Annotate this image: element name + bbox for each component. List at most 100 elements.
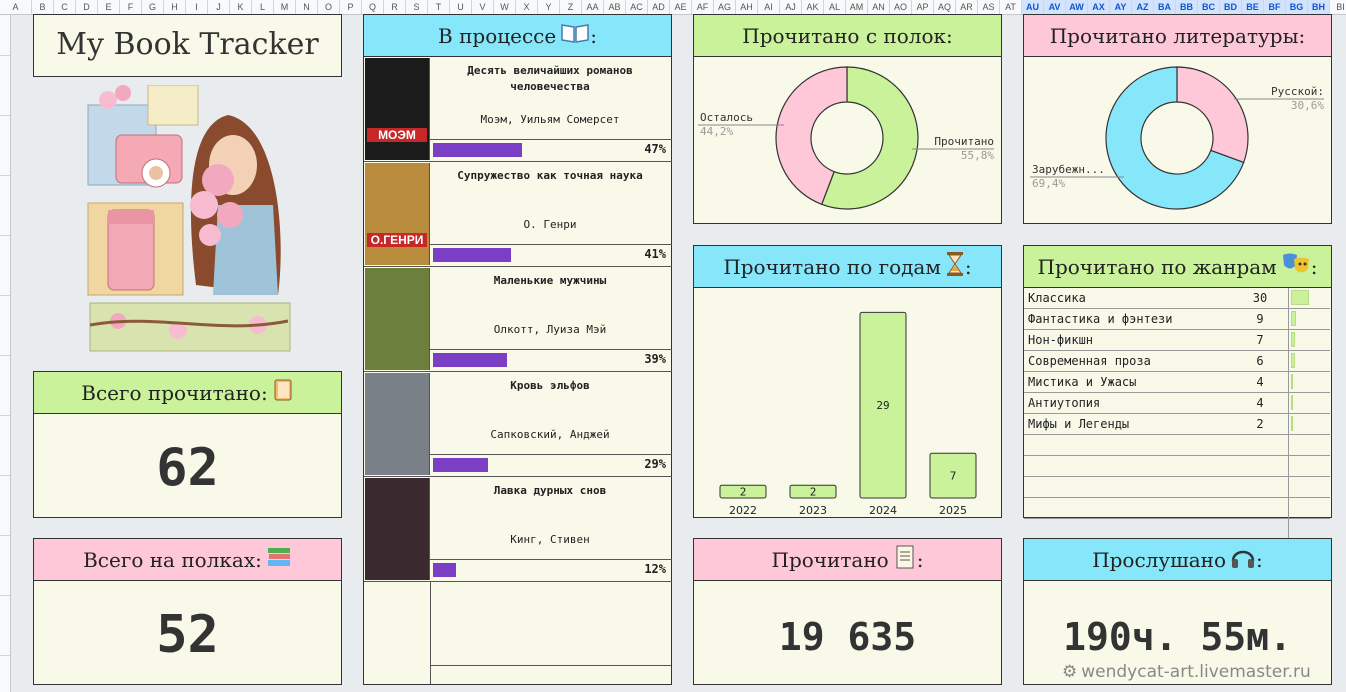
column-header-bg[interactable]: BG [1286, 0, 1308, 14]
column-header-m[interactable]: M [274, 0, 296, 14]
book-title: Кровь эльфов [510, 379, 590, 392]
donut-slice-0[interactable] [1176, 66, 1249, 164]
genre-empty-row[interactable] [1024, 519, 1330, 540]
genre-row[interactable]: Современная проза 6 [1024, 351, 1330, 372]
column-header-al[interactable]: AL [824, 0, 846, 14]
column-header-ad[interactable]: AD [648, 0, 670, 14]
column-header-ap[interactable]: AP [912, 0, 934, 14]
genre-empty-row[interactable] [1024, 435, 1330, 456]
listened-label: Прослушано [1092, 547, 1227, 572]
genre-empty-row[interactable] [1024, 498, 1330, 519]
column-header-g[interactable]: G [142, 0, 164, 14]
column-header-b[interactable]: B [32, 0, 54, 14]
column-header-o[interactable]: O [318, 0, 340, 14]
column-header-ah[interactable]: AH [736, 0, 758, 14]
genre-bar [1291, 290, 1309, 305]
column-header-y[interactable]: Y [538, 0, 560, 14]
genre-empty-row[interactable] [1024, 456, 1330, 477]
column-header-n[interactable]: N [296, 0, 318, 14]
donut-slice-1[interactable] [1105, 66, 1245, 210]
genre-bar [1291, 332, 1295, 347]
book-row[interactable]: Маленькие мужчины Олкотт, Луиза Мэй 39% [364, 267, 672, 372]
column-header-bi[interactable]: BI [1330, 0, 1346, 14]
column-header-ai[interactable]: AI [758, 0, 780, 14]
column-header-az[interactable]: AZ [1132, 0, 1154, 14]
column-header-z[interactable]: Z [560, 0, 582, 14]
column-header-d[interactable]: D [76, 0, 98, 14]
genre-name: Современная проза [1028, 354, 1151, 368]
book-cover-image: МОЭМ [365, 58, 430, 160]
year-bar[interactable] [859, 311, 907, 499]
column-header-i[interactable]: I [186, 0, 208, 14]
column-header-ae[interactable]: AE [670, 0, 692, 14]
column-header-ax[interactable]: AX [1088, 0, 1110, 14]
column-header-u[interactable]: U [450, 0, 472, 14]
column-header-ba[interactable]: BA [1154, 0, 1176, 14]
column-header-bc[interactable]: BC [1198, 0, 1220, 14]
column-header-e[interactable]: E [98, 0, 120, 14]
genre-row[interactable]: Мистика и Ужасы 4 [1024, 372, 1330, 393]
column-header-bh[interactable]: BH [1308, 0, 1330, 14]
total-shelves-value: 52 [156, 605, 219, 665]
column-header-as[interactable]: AS [978, 0, 1000, 14]
year-bar[interactable] [719, 484, 767, 499]
column-header-aq[interactable]: AQ [934, 0, 956, 14]
column-header-bf[interactable]: BF [1264, 0, 1286, 14]
donut-slice-1[interactable] [775, 66, 848, 206]
book-row[interactable]: О.ГЕНРИ Супружество как точная наука О. Ге… [364, 162, 672, 267]
column-header-ab[interactable]: AB [604, 0, 626, 14]
genre-row[interactable]: Нон-фикшн 7 [1024, 330, 1330, 351]
column-header-ay[interactable]: AY [1110, 0, 1132, 14]
book-row[interactable]: Кровь эльфов Сапковский, Анджей 29% [364, 372, 672, 477]
column-header-be[interactable]: BE [1242, 0, 1264, 14]
pages-read-label: Прочитано [771, 547, 889, 572]
book-row[interactable]: МОЭМ Десять величайших романов человечест… [364, 57, 672, 162]
column-header-bd[interactable]: BD [1220, 0, 1242, 14]
genre-name: Антиутопия [1028, 396, 1101, 410]
genre-row[interactable]: Антиутопия 4 [1024, 393, 1330, 414]
column-header-bb[interactable]: BB [1176, 0, 1198, 14]
pages-read-value: 19 635 [778, 615, 917, 659]
column-header-at[interactable]: AT [1000, 0, 1022, 14]
column-header-v[interactable]: V [472, 0, 494, 14]
year-tick-label: 2022 [729, 504, 757, 517]
column-header-c[interactable]: C [54, 0, 76, 14]
column-header-l[interactable]: L [252, 0, 274, 14]
genre-row[interactable]: Фантастика и фэнтези 9 [1024, 309, 1330, 330]
column-header-av[interactable]: AV [1044, 0, 1066, 14]
column-header-t[interactable]: T [428, 0, 450, 14]
column-header-ao[interactable]: AO [890, 0, 912, 14]
genre-count: 2 [1256, 417, 1264, 431]
column-header-p[interactable]: P [340, 0, 362, 14]
donut-slice-0[interactable] [820, 66, 919, 210]
column-header-an[interactable]: AN [868, 0, 890, 14]
column-header-r[interactable]: R [384, 0, 406, 14]
column-header-f[interactable]: F [120, 0, 142, 14]
column-header-s[interactable]: S [406, 0, 428, 14]
column-header-au[interactable]: AU [1022, 0, 1044, 14]
column-header-aw[interactable]: AW [1066, 0, 1088, 14]
column-header-a[interactable]: A [0, 0, 32, 14]
row-header-strip [0, 15, 11, 692]
column-header-aj[interactable]: AJ [780, 0, 802, 14]
column-header-x[interactable]: X [516, 0, 538, 14]
column-header-q[interactable]: Q [362, 0, 384, 14]
column-header-ar[interactable]: AR [956, 0, 978, 14]
year-bar[interactable] [929, 452, 977, 499]
book-row[interactable]: Лавка дурных снов Кинг, Стивен 12% [364, 477, 672, 582]
column-header-w[interactable]: W [494, 0, 516, 14]
column-header-j[interactable]: J [208, 0, 230, 14]
column-header-ak[interactable]: AK [802, 0, 824, 14]
column-header-af[interactable]: AF [692, 0, 714, 14]
column-header-am[interactable]: AM [846, 0, 868, 14]
column-header-aa[interactable]: AA [582, 0, 604, 14]
genre-empty-row[interactable] [1024, 477, 1330, 498]
column-header-k[interactable]: K [230, 0, 252, 14]
year-bar[interactable] [789, 484, 837, 499]
genre-row[interactable]: Классика 30 [1024, 288, 1330, 309]
genre-row[interactable]: Мифы и Легенды 2 [1024, 414, 1330, 435]
column-header-ag[interactable]: AG [714, 0, 736, 14]
column-header-h[interactable]: H [164, 0, 186, 14]
open-book-icon [560, 22, 590, 49]
column-header-ac[interactable]: AC [626, 0, 648, 14]
